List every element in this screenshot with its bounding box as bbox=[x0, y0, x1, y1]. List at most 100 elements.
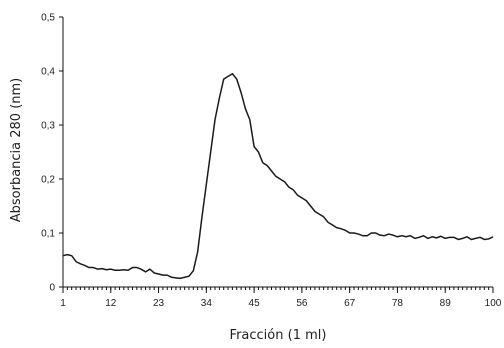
data-point bbox=[136, 267, 137, 268]
data-point bbox=[458, 239, 459, 240]
x-tick-label: 12 bbox=[105, 298, 117, 309]
data-point bbox=[436, 237, 437, 238]
data-point bbox=[267, 165, 268, 166]
data-point bbox=[358, 233, 359, 234]
data-point bbox=[349, 232, 350, 233]
data-point bbox=[184, 277, 185, 278]
y-tick-label: 0,3 bbox=[41, 121, 55, 132]
data-point bbox=[171, 277, 172, 278]
data-point bbox=[106, 269, 107, 270]
data-point bbox=[393, 235, 394, 236]
data-point bbox=[440, 236, 441, 237]
data-point bbox=[427, 238, 428, 239]
data-point bbox=[119, 270, 120, 271]
data-point bbox=[258, 151, 259, 152]
data-point bbox=[310, 205, 311, 206]
x-axis-ticks: 1 12 23 34 45 56 67 78 89 100 bbox=[60, 287, 502, 309]
data-point bbox=[401, 235, 402, 236]
data-point bbox=[254, 146, 255, 147]
absorbance-series-line bbox=[62, 72, 494, 280]
data-point bbox=[132, 267, 133, 268]
data-point bbox=[414, 238, 415, 239]
data-point bbox=[471, 239, 472, 240]
data-point bbox=[162, 275, 163, 276]
data-point bbox=[406, 236, 407, 237]
x-axis-title: Fracción (1 ml) bbox=[230, 328, 327, 343]
data-point bbox=[275, 176, 276, 177]
data-point bbox=[293, 189, 294, 190]
data-point bbox=[84, 265, 85, 266]
data-point bbox=[188, 276, 189, 277]
data-point bbox=[379, 235, 380, 236]
data-point bbox=[223, 79, 224, 80]
data-point bbox=[479, 237, 480, 238]
data-point bbox=[206, 184, 207, 185]
data-point bbox=[288, 187, 289, 188]
data-point bbox=[371, 232, 372, 233]
y-tick-label: 0,4 bbox=[41, 67, 55, 78]
data-point bbox=[210, 151, 211, 152]
data-point bbox=[327, 222, 328, 223]
data-point bbox=[453, 237, 454, 238]
data-point bbox=[466, 236, 467, 237]
data-point bbox=[297, 195, 298, 196]
data-point bbox=[366, 235, 367, 236]
data-point bbox=[419, 237, 420, 238]
data-point bbox=[423, 235, 424, 236]
x-tick-label: 23 bbox=[153, 298, 165, 309]
data-point bbox=[149, 269, 150, 270]
x-tick-label: 1 bbox=[60, 298, 66, 309]
y-tick-label: 0,1 bbox=[41, 229, 55, 240]
data-point bbox=[175, 277, 176, 278]
data-point bbox=[201, 216, 202, 217]
data-point bbox=[214, 119, 215, 120]
x-tick-label: 67 bbox=[344, 298, 356, 309]
data-point bbox=[262, 162, 263, 163]
data-point bbox=[319, 214, 320, 215]
data-point bbox=[306, 200, 307, 201]
data-point bbox=[240, 92, 241, 93]
data-point bbox=[345, 230, 346, 231]
x-tick-label: 34 bbox=[201, 298, 213, 309]
data-point bbox=[62, 255, 63, 256]
data-point bbox=[101, 268, 102, 269]
data-point bbox=[227, 76, 228, 77]
absorbance-series-points bbox=[62, 73, 493, 279]
y-tick-label: 0,2 bbox=[41, 175, 55, 186]
data-point bbox=[110, 269, 111, 270]
data-point bbox=[332, 224, 333, 225]
data-point bbox=[410, 235, 411, 236]
data-point bbox=[141, 269, 142, 270]
data-point bbox=[284, 181, 285, 182]
y-tick-label: 0 bbox=[49, 283, 55, 294]
data-point bbox=[128, 270, 129, 271]
data-point bbox=[249, 119, 250, 120]
data-point bbox=[397, 236, 398, 237]
data-point bbox=[197, 251, 198, 252]
data-point bbox=[232, 73, 233, 74]
data-point bbox=[280, 178, 281, 179]
data-point bbox=[314, 211, 315, 212]
data-point bbox=[271, 170, 272, 171]
data-point bbox=[388, 233, 389, 234]
data-point bbox=[158, 273, 159, 274]
data-point bbox=[245, 108, 246, 109]
data-point bbox=[432, 236, 433, 237]
data-point bbox=[445, 238, 446, 239]
data-point bbox=[115, 270, 116, 271]
data-point bbox=[193, 270, 194, 271]
data-point bbox=[323, 216, 324, 217]
data-point bbox=[180, 278, 181, 279]
x-tick-label: 100 bbox=[485, 298, 502, 309]
data-point bbox=[80, 263, 81, 264]
x-tick-label: 56 bbox=[296, 298, 308, 309]
data-point bbox=[492, 236, 493, 237]
data-point bbox=[145, 271, 146, 272]
data-point bbox=[75, 261, 76, 262]
y-tick-label: 0,5 bbox=[41, 13, 55, 24]
data-point bbox=[97, 269, 98, 270]
y-axis-title: Absorbancia 280 (nm) bbox=[9, 78, 24, 223]
data-point bbox=[88, 267, 89, 268]
data-point bbox=[236, 79, 237, 80]
